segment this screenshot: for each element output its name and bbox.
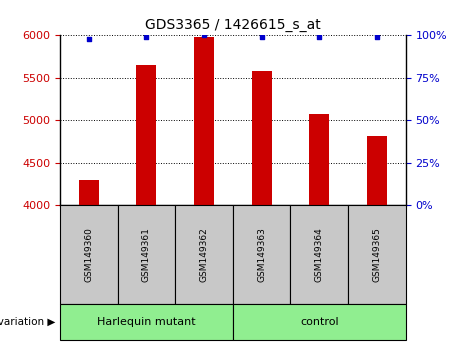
Point: [315, 34, 323, 40]
Bar: [309, 114, 329, 205]
Bar: [233, 304, 406, 340]
Bar: [118, 205, 175, 304]
Bar: [175, 205, 233, 304]
Text: GSM149365: GSM149365: [372, 227, 381, 282]
Text: GSM149360: GSM149360: [84, 227, 93, 282]
Bar: [252, 71, 272, 205]
Point: [142, 34, 150, 40]
Text: genotype/variation ▶: genotype/variation ▶: [0, 317, 55, 327]
Point: [258, 34, 266, 40]
Point: [200, 33, 207, 38]
Point: [85, 36, 92, 42]
Title: GDS3365 / 1426615_s_at: GDS3365 / 1426615_s_at: [145, 18, 321, 32]
Bar: [348, 205, 406, 304]
Bar: [194, 37, 214, 205]
Bar: [60, 205, 118, 304]
Text: GSM149362: GSM149362: [200, 228, 208, 282]
Bar: [60, 304, 233, 340]
Bar: [290, 205, 348, 304]
Bar: [136, 65, 156, 205]
Bar: [233, 205, 290, 304]
Bar: [367, 136, 387, 205]
Text: control: control: [300, 317, 338, 327]
Bar: [79, 180, 99, 205]
Text: GSM149364: GSM149364: [315, 228, 324, 282]
Point: [373, 34, 381, 40]
Text: GSM149363: GSM149363: [257, 227, 266, 282]
Text: GSM149361: GSM149361: [142, 227, 151, 282]
Text: Harlequin mutant: Harlequin mutant: [97, 317, 195, 327]
